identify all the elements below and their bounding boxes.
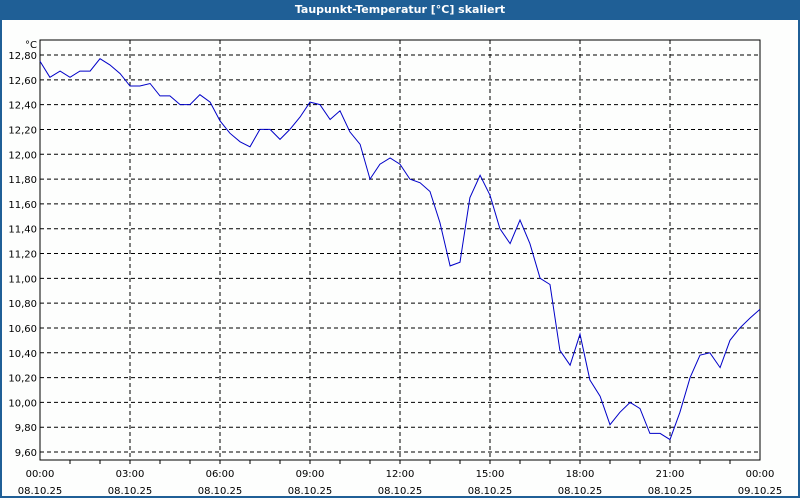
y-tick-label: 10,40 <box>8 349 37 360</box>
x-tick-date: 08.10.25 <box>648 486 693 497</box>
y-tick-label: 12,60 <box>8 76 37 87</box>
y-axis-labels: 12,80 12,60 12,40 12,20 12,00 11,80 11,60 11,40… <box>8 51 37 459</box>
y-tick-label: 11,00 <box>8 274 37 285</box>
x-tick-date: 08.10.25 <box>288 486 333 497</box>
x-tick-date: 08.10.25 <box>468 486 513 497</box>
y-tick-label: 11,60 <box>8 200 37 211</box>
x-tick-time: 15:00 <box>476 469 505 480</box>
grid-lines <box>40 40 760 464</box>
x-tick-time: 18:00 <box>566 469 595 480</box>
y-tick-label: 9,60 <box>15 448 37 459</box>
y-tick-label: 10,60 <box>8 324 37 335</box>
x-tick-date: 08.10.25 <box>558 486 603 497</box>
x-axis-labels: 00:00 08.10.25 03:00 08.10.25 06:00 08.10.25 0… <box>18 469 783 497</box>
x-tick-date: 09.10.25 <box>738 486 783 497</box>
y-tick-label: 10,00 <box>8 398 37 409</box>
x-tick-time: 00:00 <box>26 469 55 480</box>
y-tick-label: 11,40 <box>8 225 37 236</box>
x-tick-time: 03:00 <box>116 469 145 480</box>
y-tick-label: 9,80 <box>15 423 37 434</box>
x-tick-date: 08.10.25 <box>108 486 153 497</box>
plot-frame <box>39 39 761 461</box>
x-tick-time: 00:00 <box>746 469 775 480</box>
x-tick-time: 21:00 <box>656 469 685 480</box>
dewpoint-line <box>39 58 761 441</box>
y-tick-label: 12,00 <box>8 150 37 161</box>
y-tick-label: 11,20 <box>8 250 37 261</box>
x-tick-time: 12:00 <box>386 469 415 480</box>
y-tick-label: 12,80 <box>8 51 37 62</box>
x-tick-date: 08.10.25 <box>198 486 243 497</box>
x-tick-date: 08.10.25 <box>378 486 423 497</box>
x-tick-date: 08.10.25 <box>18 486 63 497</box>
x-tick-time: 09:00 <box>296 469 325 480</box>
x-tick-time: 06:00 <box>206 469 235 480</box>
y-tick-label: 10,20 <box>8 374 37 385</box>
window-title: Taupunkt-Temperatur [°C] skaliert <box>0 0 800 20</box>
y-tick-label: 12,40 <box>8 101 37 112</box>
y-tick-label: 12,20 <box>8 125 37 136</box>
y-tick-label: 11,80 <box>8 175 37 186</box>
y-tick-label: 10,80 <box>8 299 37 310</box>
y-axis-unit: °C <box>25 40 37 51</box>
